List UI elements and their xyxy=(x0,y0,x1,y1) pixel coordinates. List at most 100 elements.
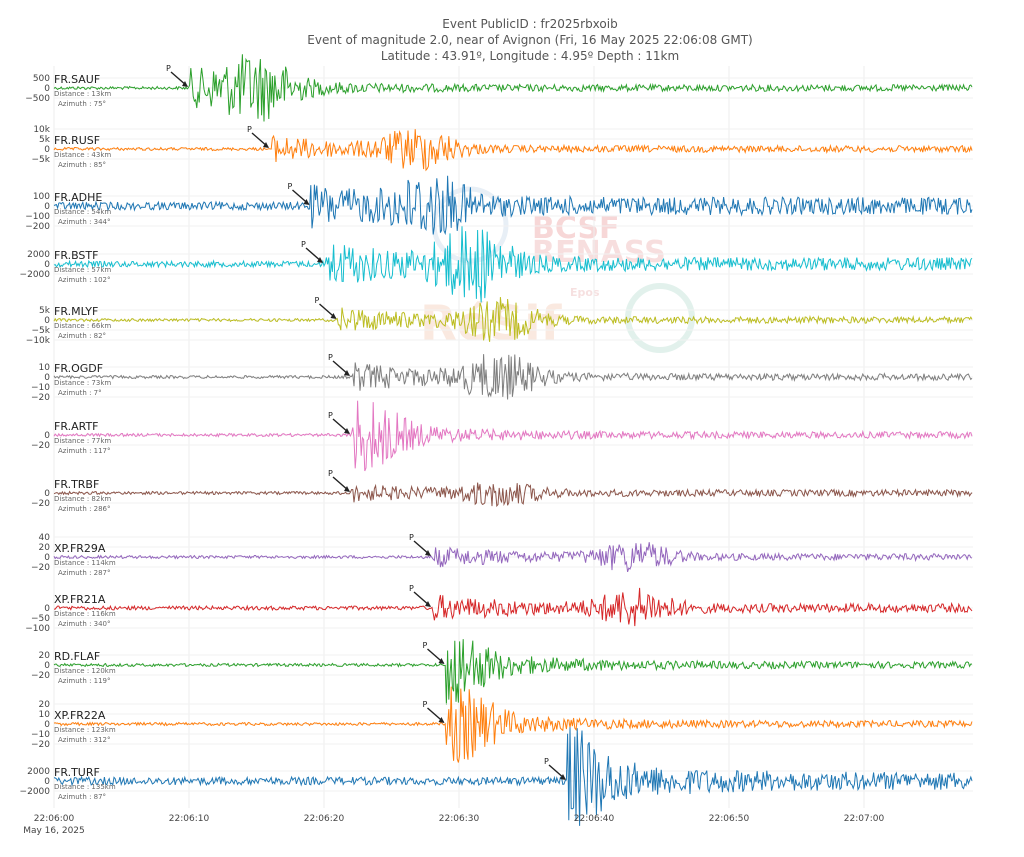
chart-title-line3: Latitude : 43.91º, Longitude : 4.95º Dep… xyxy=(380,49,680,63)
station-label: FR.OGDF xyxy=(54,362,103,375)
y-tick-label: 20 xyxy=(39,651,51,661)
station-distance-label: Distance : 43km xyxy=(54,151,111,159)
waveform-trace[interactable] xyxy=(53,686,973,763)
station-azimuth-label: Azimuth : 102° xyxy=(58,276,111,284)
station-azimuth-label: Azimuth : 312° xyxy=(58,736,111,744)
y-tick-label: −20 xyxy=(31,441,50,451)
station-distance-label: Distance : 73km xyxy=(54,379,111,387)
waveform-trace[interactable] xyxy=(53,400,973,472)
p-arrival-arrowhead xyxy=(303,199,310,205)
y-tick-label: 2000 xyxy=(27,250,50,260)
waveform-trace[interactable] xyxy=(53,226,973,303)
p-arrival-label: P xyxy=(301,240,306,249)
station-distance-label: Distance : 54km xyxy=(54,208,111,216)
station-distance-label: Distance : 135km xyxy=(54,783,116,791)
x-date-label: May 16, 2025 xyxy=(23,826,85,836)
station-distance-label: Distance : 13km xyxy=(54,90,111,98)
p-arrival-arrowhead xyxy=(182,81,188,87)
watermark-text: BCSF xyxy=(532,211,620,246)
y-tick-label: 0 xyxy=(44,553,50,563)
p-arrival-label: P xyxy=(247,125,252,134)
station-label: FR.TRBF xyxy=(54,478,99,491)
y-tick-label: 0 xyxy=(44,145,50,155)
y-tick-label: 0 xyxy=(44,316,50,326)
station-distance-label: Distance : 66km xyxy=(54,322,111,330)
waveform-trace[interactable] xyxy=(53,482,973,508)
station-label: FR.BSTF xyxy=(54,249,98,262)
station-distance-label: Distance : 116km xyxy=(54,610,116,618)
p-arrival-label: P xyxy=(288,182,293,191)
p-arrival-label: P xyxy=(423,700,428,709)
y-tick-label: 0 xyxy=(44,777,50,787)
x-tick-label: 22:06:50 xyxy=(709,814,750,824)
station-label: XP.FR21A xyxy=(54,593,106,606)
waveform-trace[interactable] xyxy=(53,727,973,826)
y-tick-label: 0 xyxy=(44,373,50,383)
y-tick-label: −2000 xyxy=(20,787,51,797)
y-tick-label: 0 xyxy=(44,604,50,614)
p-arrival-label: P xyxy=(328,353,333,362)
x-tick-label: 22:06:10 xyxy=(169,814,210,824)
y-tick-label: 10k xyxy=(33,125,50,135)
p-arrival-label: P xyxy=(315,296,320,305)
y-tick-label: −50 xyxy=(31,614,50,624)
waveform-trace[interactable] xyxy=(53,175,973,236)
p-arrival-arrowhead xyxy=(263,142,269,148)
y-tick-label: 40 xyxy=(39,533,51,543)
waveform-trace[interactable] xyxy=(53,639,973,705)
p-arrival-label: P xyxy=(328,469,333,478)
p-arrival-arrowhead xyxy=(344,486,350,492)
y-tick-label: −10 xyxy=(31,383,50,393)
p-arrival-label: P xyxy=(409,584,414,593)
x-tick-label: 22:06:40 xyxy=(574,814,615,824)
y-tick-label: 0 xyxy=(44,202,50,212)
y-tick-label: 20 xyxy=(39,700,51,710)
x-tick-label: 22:06:00 xyxy=(34,814,75,824)
station-distance-label: Distance : 114km xyxy=(54,559,116,567)
y-tick-label: −100 xyxy=(25,212,50,222)
p-arrival-label: P xyxy=(423,641,428,650)
station-azimuth-label: Azimuth : 286° xyxy=(58,505,111,513)
waveform-trace[interactable] xyxy=(53,54,973,122)
p-arrival-arrowhead xyxy=(344,370,350,376)
waveform-trace[interactable] xyxy=(53,354,973,400)
waveform-trace[interactable] xyxy=(54,587,973,627)
y-tick-label: 100 xyxy=(33,192,50,202)
y-tick-label: 0 xyxy=(44,720,50,730)
station-label: XP.FR29A xyxy=(54,542,106,555)
p-arrival-arrowhead xyxy=(438,717,445,723)
station-distance-label: Distance : 82km xyxy=(54,495,111,503)
y-tick-label: −10 xyxy=(31,730,50,740)
waveform-trace[interactable] xyxy=(53,542,973,573)
y-tick-label: 0 xyxy=(44,431,50,441)
y-tick-label: 0 xyxy=(44,661,50,671)
waveform-trace[interactable] xyxy=(53,297,973,342)
chart-title-line1: Event PublicID : fr2025rbxoib xyxy=(442,17,618,31)
p-arrival-arrowhead xyxy=(438,658,445,664)
p-arrival-arrowhead xyxy=(330,313,337,319)
watermark-text: Epos xyxy=(570,286,600,299)
y-tick-label: −2000 xyxy=(20,270,51,280)
station-label: RD.FLAF xyxy=(54,650,100,663)
y-tick-label: 5k xyxy=(39,306,51,316)
y-tick-label: −5k xyxy=(32,326,51,336)
station-azimuth-label: Azimuth : 119° xyxy=(58,677,111,685)
station-label: FR.SAUF xyxy=(54,73,100,86)
station-azimuth-label: Azimuth : 344° xyxy=(58,218,111,226)
y-tick-label: 5k xyxy=(39,135,51,145)
y-tick-label: 2000 xyxy=(27,767,50,777)
p-arrival-arrowhead xyxy=(344,428,350,434)
y-tick-label: −20 xyxy=(31,499,50,509)
y-tick-label: −20 xyxy=(31,671,50,681)
station-azimuth-label: Azimuth : 287° xyxy=(58,569,111,577)
station-distance-label: Distance : 77km xyxy=(54,437,111,445)
p-arrival-label: P xyxy=(328,411,333,420)
station-azimuth-label: Azimuth : 340° xyxy=(58,620,111,628)
y-tick-label: −200 xyxy=(25,222,50,232)
station-azimuth-label: Azimuth : 85° xyxy=(58,161,106,169)
y-tick-label: −500 xyxy=(25,94,50,104)
station-label: FR.TURF xyxy=(54,766,100,779)
station-distance-label: Distance : 57km xyxy=(54,266,111,274)
waveform-trace[interactable] xyxy=(53,129,973,172)
